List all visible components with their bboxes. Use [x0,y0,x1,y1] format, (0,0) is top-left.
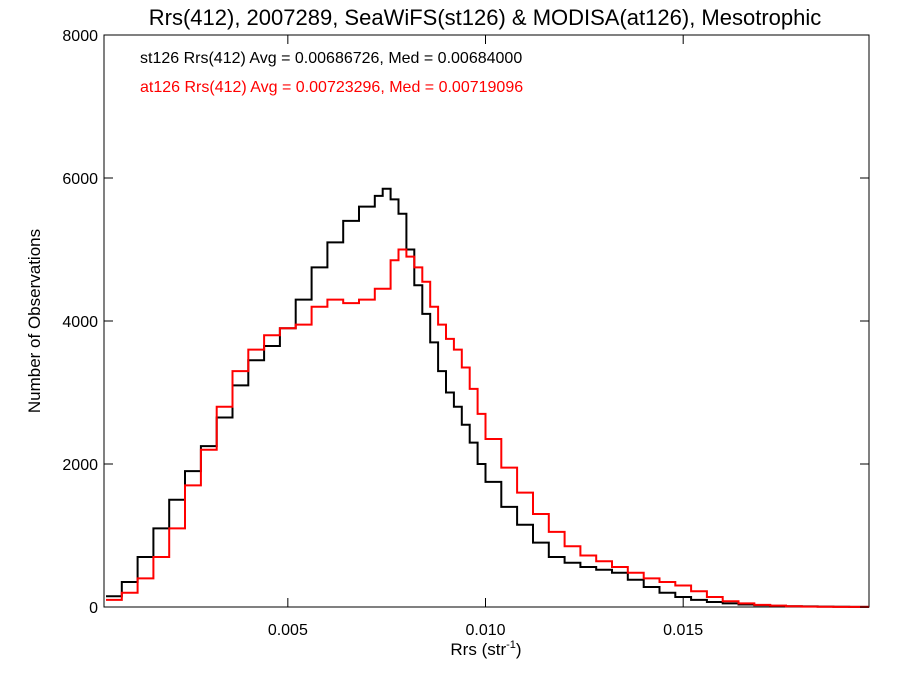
plot-area: 0.005 0.010 0.015 0 2000 4000 6000 8000 [62,28,870,639]
y-tick-label: 4000 [62,314,98,331]
annotation-series-2: at126 Rrs(412) Avg = 0.00723296, Med = 0… [140,79,523,96]
series-2-line [106,248,869,608]
y-tick-label: 0 [89,600,98,617]
y-tick-label: 8000 [62,28,98,45]
x-axis-label-text: Rrs (str [450,640,506,659]
y-axis-label: Number of Observations [25,229,44,413]
x-axis-label: Rrs (str-1) [450,639,521,659]
annotation-series-1: st126 Rrs(412) Avg = 0.00686726, Med = 0… [140,50,522,67]
plot-frame [103,34,870,608]
legend-annotations: st126 Rrs(412) Avg = 0.00686726, Med = 0… [140,50,523,96]
series-1-line [106,187,869,608]
series-layer [106,187,869,608]
chart-title: Rrs(412), 2007289, SeaWiFS(st126) & MODI… [149,5,822,30]
y-axis-ticks: 0 2000 4000 6000 8000 [62,28,869,617]
x-tick-label: 0.005 [268,622,308,639]
x-axis-label-close: ) [516,640,522,659]
x-axis-ticks: 0.005 0.010 0.015 [268,35,703,639]
y-tick-label: 6000 [62,171,98,188]
y-tick-label: 2000 [62,457,98,474]
x-axis-label-superscript: -1 [506,639,516,651]
x-tick-label: 0.010 [465,622,505,639]
x-tick-label: 0.015 [663,622,703,639]
